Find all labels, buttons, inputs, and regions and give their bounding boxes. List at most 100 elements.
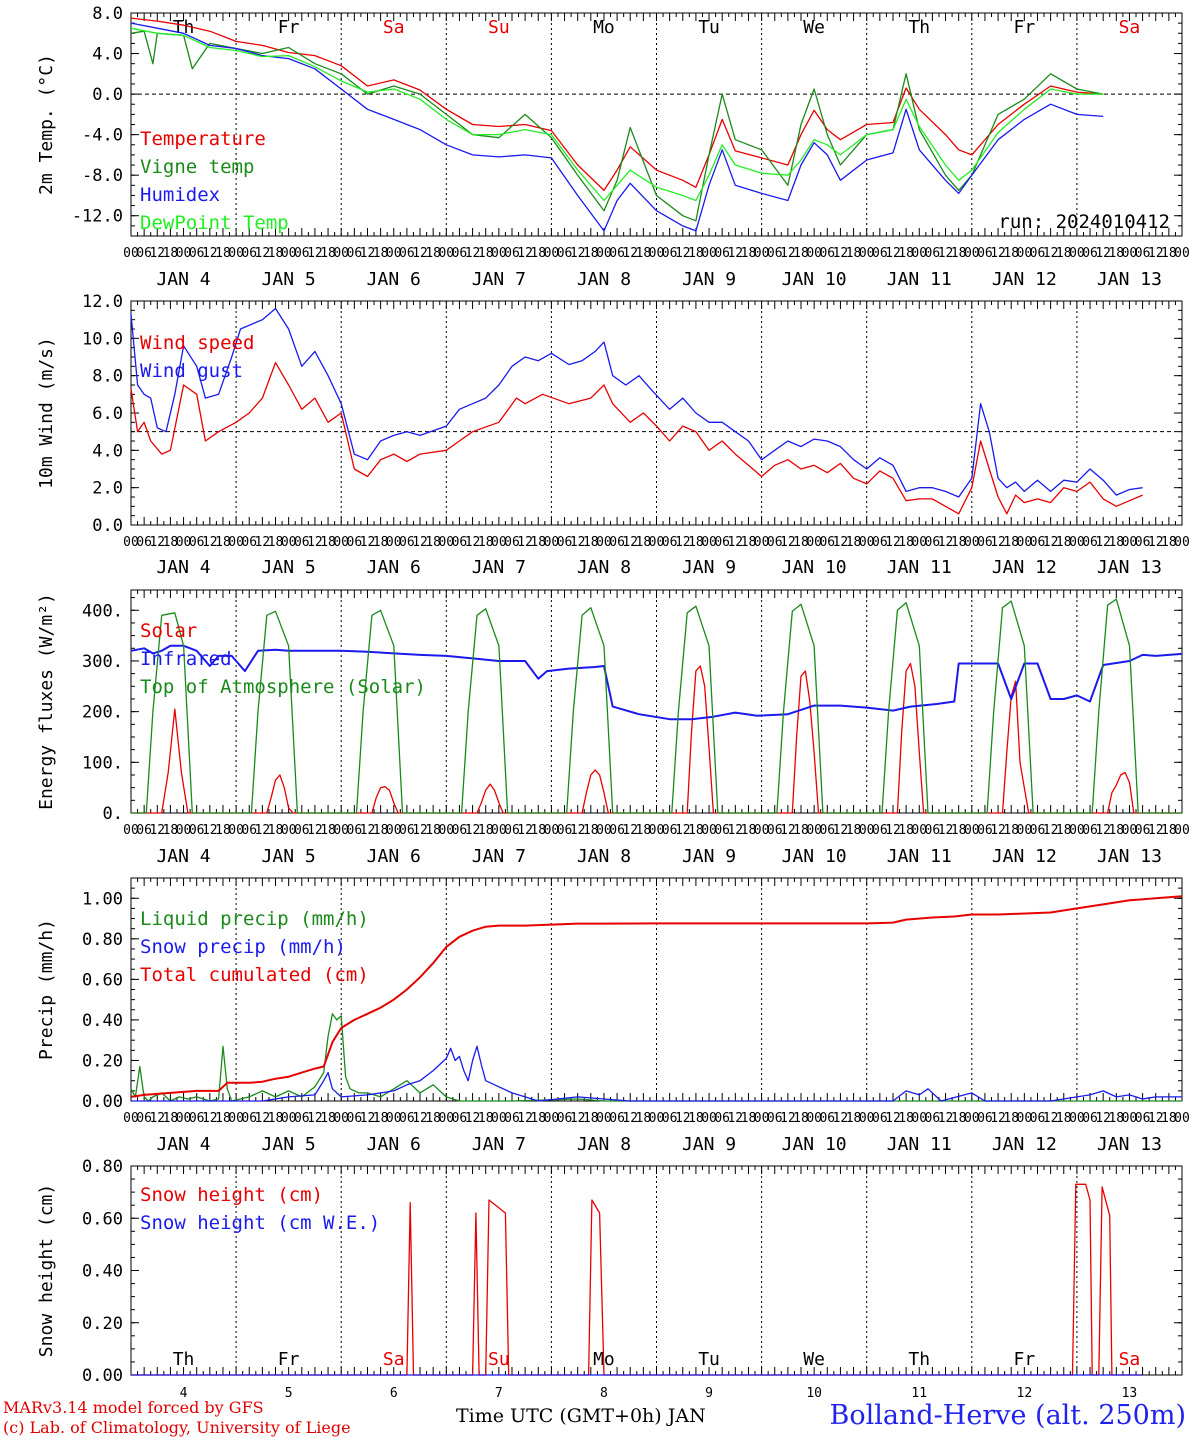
hour-label: 00 [123, 1111, 139, 1126]
hour-label: 18 [688, 823, 704, 838]
hour-label: 18 [793, 823, 809, 838]
hour-label: 06 [399, 823, 415, 838]
x-axis-title: Time UTC (GMT+0h) JAN [456, 1405, 706, 1427]
hour-label: 06 [557, 1111, 573, 1126]
hour-label: 18 [425, 535, 441, 550]
hour-label: 18 [688, 1111, 704, 1126]
day-number: 5 [285, 1386, 293, 1400]
y-tick-label: 2.0 [92, 479, 123, 499]
hour-label: 06 [452, 1111, 468, 1126]
hour-label: 06 [399, 246, 415, 261]
hour-label: 18 [478, 1111, 494, 1126]
y-tick-label: 10.0 [82, 329, 123, 349]
hour-label: 18 [1056, 246, 1072, 261]
hour-label: 06 [872, 246, 888, 261]
hour-label: 12 [412, 1111, 428, 1126]
hour-label: 06 [662, 1111, 678, 1126]
hour-label: 06 [1135, 246, 1151, 261]
day-name: Su [488, 1349, 510, 1370]
hour-label: 06 [1082, 535, 1098, 550]
hour-label: 18 [1056, 823, 1072, 838]
legend-entry: Humidex [140, 184, 220, 206]
hour-label: 12 [780, 823, 796, 838]
y-tick-label: 0.80 [82, 1157, 123, 1177]
series-vigne-temp [130, 30, 1104, 222]
hour-label: 00 [806, 246, 822, 261]
date-label: JAN 4 [156, 1134, 210, 1155]
hour-label: 12 [1148, 535, 1164, 550]
hour-label: 12 [570, 535, 586, 550]
hour-label: 12 [412, 246, 428, 261]
hour-label: 18 [1108, 823, 1124, 838]
hour-label: 06 [662, 246, 678, 261]
series-solar [131, 662, 1182, 814]
hour-label: 18 [320, 535, 336, 550]
hour-label: 06 [872, 535, 888, 550]
hour-label: 12 [780, 246, 796, 261]
legend-entry: Top of Atmosphere (Solar) [140, 676, 426, 698]
series-dewpoint-temp [130, 27, 1104, 202]
hour-label: 00 [806, 823, 822, 838]
hour-label: 12 [1095, 246, 1111, 261]
hour-label: 12 [727, 1111, 743, 1126]
hour-label: 12 [675, 1111, 691, 1126]
day-name: Sa [383, 17, 405, 38]
hour-label: 18 [951, 535, 967, 550]
hour-label: 18 [320, 823, 336, 838]
hour-label: 18 [530, 1111, 546, 1126]
hour-label: 00 [911, 1111, 927, 1126]
hour-label: 00 [701, 535, 717, 550]
day-number: 6 [390, 1386, 398, 1400]
hour-label: 06 [347, 535, 363, 550]
legend-entry: Snow height (cm W.E.) [140, 1212, 380, 1234]
hour-label: 12 [465, 823, 481, 838]
date-label: JAN 12 [992, 846, 1057, 867]
hour-label: 00 [281, 246, 297, 261]
hour-label: 06 [925, 1111, 941, 1126]
hour-label: 18 [583, 246, 599, 261]
series-humidex [130, 22, 1104, 232]
hour-label: 12 [412, 823, 428, 838]
day-name: Fr [278, 1349, 300, 1370]
hour-label: 00 [596, 535, 612, 550]
hour-label: 18 [951, 246, 967, 261]
date-label: JAN 6 [367, 846, 421, 867]
hour-label: 18 [741, 1111, 757, 1126]
hour-label: 12 [360, 1111, 376, 1126]
hour-label: 12 [412, 535, 428, 550]
hour-label: 12 [727, 535, 743, 550]
hour-label: 12 [202, 823, 218, 838]
hour-label: 06 [1030, 1111, 1046, 1126]
day-number: 12 [1017, 1386, 1033, 1400]
hour-label: 12 [1148, 823, 1164, 838]
hour-label: 06 [1135, 535, 1151, 550]
hour-label: 18 [1056, 1111, 1072, 1126]
hour-label: 06 [1030, 823, 1046, 838]
legend-entry: Snow precip (mm/h) [140, 936, 346, 958]
hour-label: 18 [898, 535, 914, 550]
hour-label: 00 [228, 1111, 244, 1126]
hour-label: 12 [1095, 1111, 1111, 1126]
hour-label: 00 [649, 535, 665, 550]
hour-label: 06 [662, 823, 678, 838]
hour-label: 12 [149, 535, 165, 550]
hour-label: 12 [465, 535, 481, 550]
hour-label: 18 [530, 535, 546, 550]
day-name: Th [908, 1349, 930, 1370]
legend-entry: Wind speed [140, 332, 254, 354]
hour-label: 12 [255, 1111, 271, 1126]
hour-label: 00 [281, 535, 297, 550]
hour-label: 06 [925, 535, 941, 550]
hour-label: 12 [255, 535, 271, 550]
y-axis-label: Snow height (cm) [36, 1184, 57, 1357]
hour-label: 00 [491, 823, 507, 838]
y-tick-label: 200. [82, 703, 123, 723]
hour-label: 00 [1122, 535, 1138, 550]
hour-label: 12 [675, 246, 691, 261]
hour-label: 06 [189, 246, 205, 261]
day-number: 13 [1122, 1386, 1138, 1400]
hour-label: 00 [386, 246, 402, 261]
hour-label: 06 [504, 823, 520, 838]
day-name: We [803, 1349, 825, 1370]
y-tick-label: 8.0 [92, 4, 123, 24]
